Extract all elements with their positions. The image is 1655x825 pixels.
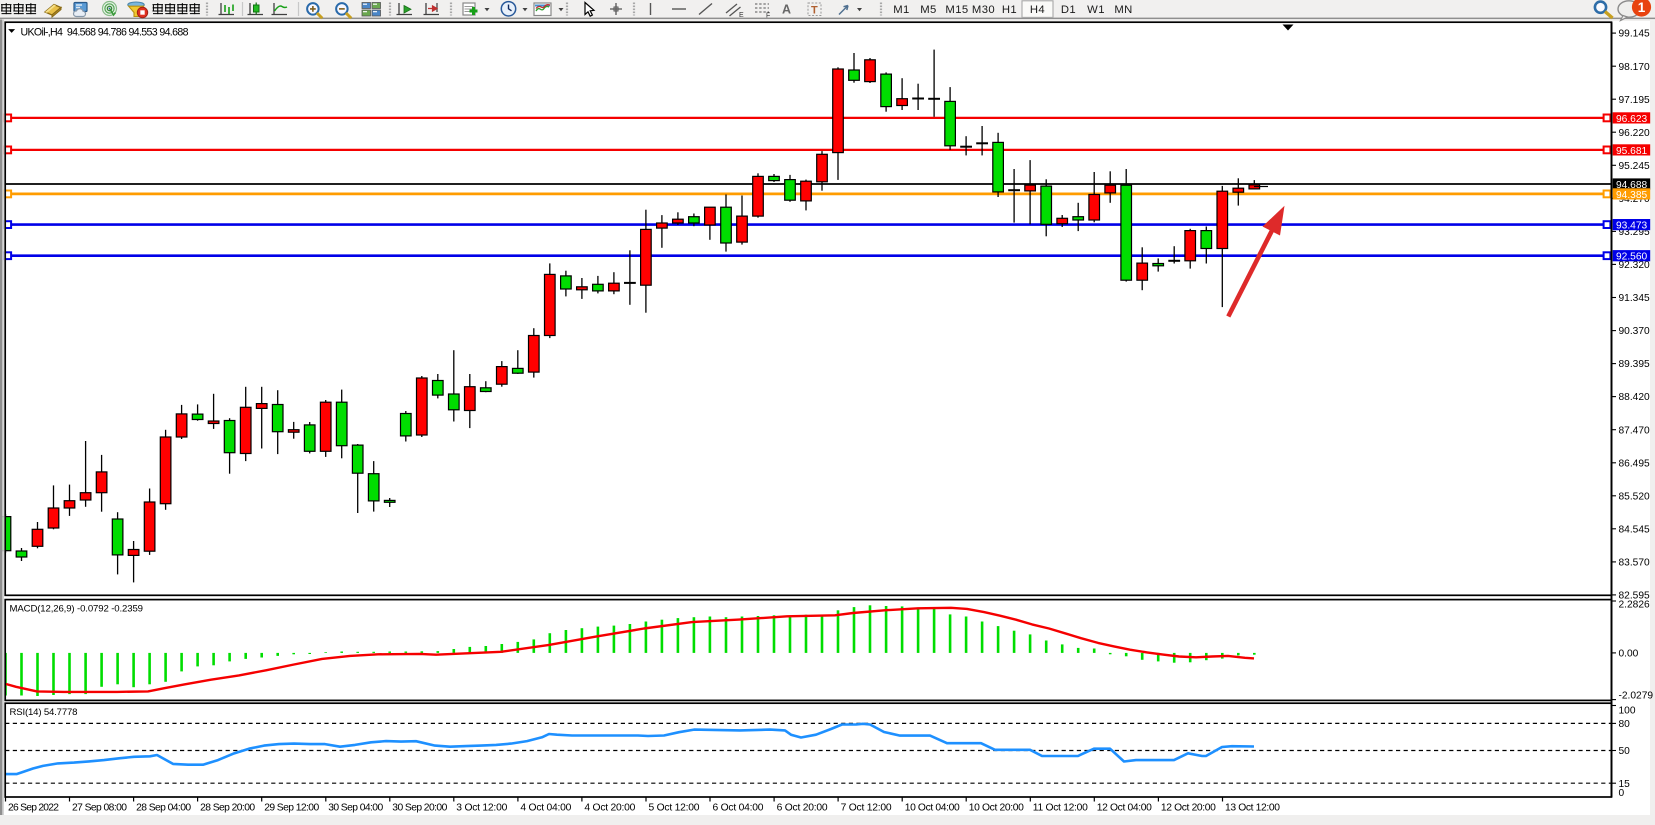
svg-text:-2.0279: -2.0279 xyxy=(1619,691,1654,702)
svg-text:97.195: 97.195 xyxy=(1619,95,1650,106)
svg-text:A: A xyxy=(782,3,791,17)
svg-text:MACD(12,26,9) -0.0792 -0.2359: MACD(12,26,9) -0.0792 -0.2359 xyxy=(10,604,144,615)
svg-text:50: 50 xyxy=(1619,746,1631,757)
svg-text:98.170: 98.170 xyxy=(1619,62,1650,73)
svg-text:90.370: 90.370 xyxy=(1619,326,1650,337)
svg-text:4 Oct 20:00: 4 Oct 20:00 xyxy=(584,803,635,814)
svg-text:30 Sep 20:00: 30 Sep 20:00 xyxy=(392,803,447,814)
svg-text:T: T xyxy=(811,5,818,17)
svg-text:82.595: 82.595 xyxy=(1619,591,1650,602)
svg-text:RSI(14) 54.7778: RSI(14) 54.7778 xyxy=(10,707,78,718)
svg-text:26 Sep 2022: 26 Sep 2022 xyxy=(8,803,59,814)
svg-text:95.245: 95.245 xyxy=(1619,161,1650,172)
svg-text:M30: M30 xyxy=(972,4,995,16)
svg-text:94.688: 94.688 xyxy=(1616,180,1647,191)
svg-text:93.295: 93.295 xyxy=(1619,227,1650,238)
svg-text:100: 100 xyxy=(1619,706,1636,717)
svg-text:96.623: 96.623 xyxy=(1616,114,1647,125)
svg-text:2.2826: 2.2826 xyxy=(1619,600,1650,611)
svg-text:27 Sep 08:00: 27 Sep 08:00 xyxy=(72,803,127,814)
svg-text:85.520: 85.520 xyxy=(1619,491,1650,502)
svg-text:28 Sep 04:00: 28 Sep 04:00 xyxy=(136,803,191,814)
svg-text:86.495: 86.495 xyxy=(1619,458,1650,469)
svg-text:30 Sep 04:00: 30 Sep 04:00 xyxy=(328,803,383,814)
svg-text:W1: W1 xyxy=(1087,4,1105,16)
svg-text:29 Sep 12:00: 29 Sep 12:00 xyxy=(264,803,319,814)
svg-text:6 Oct 20:00: 6 Oct 20:00 xyxy=(777,803,828,814)
svg-text:0.00: 0.00 xyxy=(1619,649,1639,660)
svg-text:96.220: 96.220 xyxy=(1619,128,1650,139)
svg-text:83.570: 83.570 xyxy=(1619,558,1650,569)
svg-text:28 Sep 20:00: 28 Sep 20:00 xyxy=(200,803,255,814)
svg-text:D1: D1 xyxy=(1061,4,1076,16)
svg-text:10 Oct 04:00: 10 Oct 04:00 xyxy=(905,803,960,814)
svg-text:92.320: 92.320 xyxy=(1619,260,1650,271)
svg-text:91.345: 91.345 xyxy=(1619,293,1650,304)
svg-text:M15: M15 xyxy=(945,4,968,16)
svg-text:E: E xyxy=(739,12,744,19)
svg-text:10 Oct 20:00: 10 Oct 20:00 xyxy=(969,803,1024,814)
svg-text:M1: M1 xyxy=(893,4,910,16)
svg-text:5 Oct 12:00: 5 Oct 12:00 xyxy=(649,803,700,814)
svg-text:88.420: 88.420 xyxy=(1619,392,1650,403)
svg-text:7 Oct 12:00: 7 Oct 12:00 xyxy=(841,803,892,814)
svg-text:84.545: 84.545 xyxy=(1619,524,1650,535)
svg-text:94.385: 94.385 xyxy=(1616,190,1647,201)
svg-text:H4: H4 xyxy=(1030,4,1045,16)
svg-text:UKOil-,H4 94.568 94.786 94.55: UKOil-,H4 94.568 94.786 94.553 94.688 xyxy=(21,26,189,38)
svg-text:0: 0 xyxy=(1619,788,1625,799)
svg-text:6 Oct 04:00: 6 Oct 04:00 xyxy=(713,803,764,814)
svg-text:99.145: 99.145 xyxy=(1619,29,1650,40)
svg-text:12 Oct 20:00: 12 Oct 20:00 xyxy=(1161,803,1216,814)
svg-text:12 Oct 04:00: 12 Oct 04:00 xyxy=(1097,803,1152,814)
svg-text:3 Oct 12:00: 3 Oct 12:00 xyxy=(456,803,507,814)
svg-text:95.681: 95.681 xyxy=(1616,146,1647,157)
svg-text:13 Oct 12:00: 13 Oct 12:00 xyxy=(1225,803,1280,814)
svg-text:H1: H1 xyxy=(1002,4,1017,16)
svg-text:15: 15 xyxy=(1619,779,1631,790)
svg-text:93.473: 93.473 xyxy=(1616,221,1647,232)
svg-text:11 Oct 12:00: 11 Oct 12:00 xyxy=(1033,803,1088,814)
svg-text:1: 1 xyxy=(1638,0,1646,15)
svg-text:92.560: 92.560 xyxy=(1616,252,1647,263)
svg-text:87.470: 87.470 xyxy=(1619,425,1650,436)
svg-text:F: F xyxy=(766,13,770,20)
svg-text:80: 80 xyxy=(1619,719,1631,730)
svg-text:M5: M5 xyxy=(920,4,937,16)
svg-text:89.395: 89.395 xyxy=(1619,359,1650,370)
svg-text:MN: MN xyxy=(1114,4,1132,16)
svg-text:4 Oct 04:00: 4 Oct 04:00 xyxy=(520,803,571,814)
